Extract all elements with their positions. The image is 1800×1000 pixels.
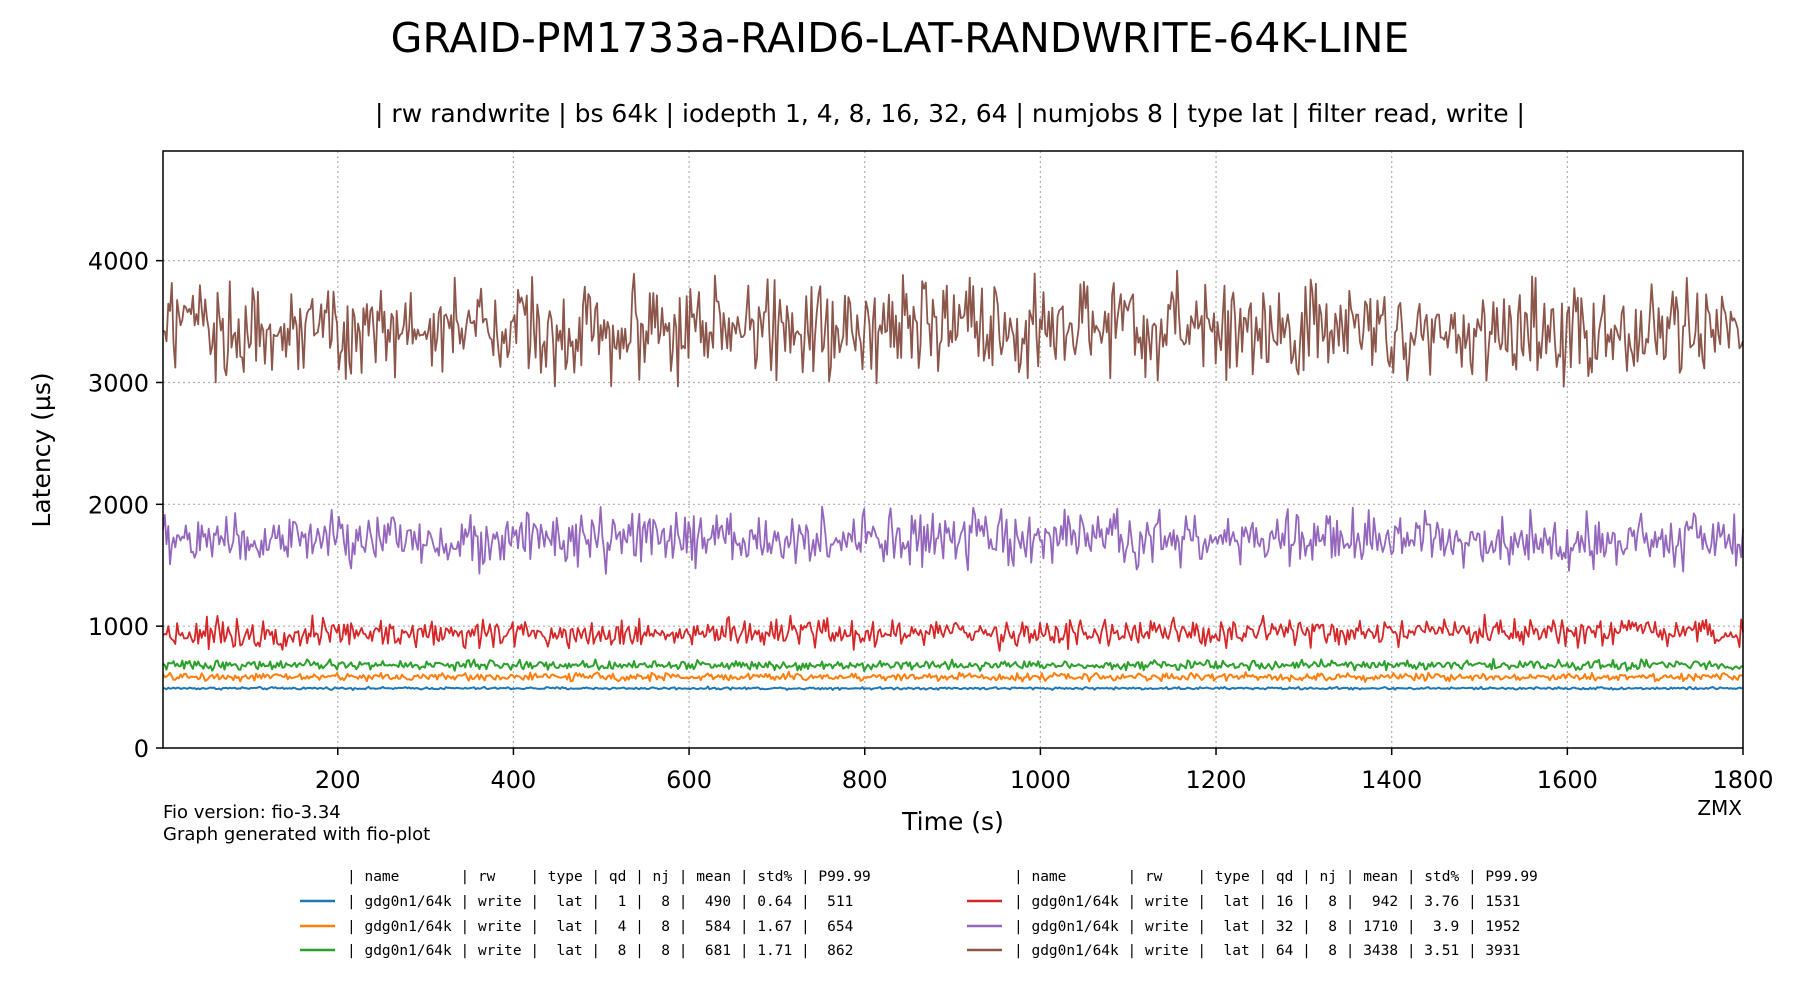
legend-row-qd16: | gdg0n1/64k | write | lat | 16 | 8 | 94… xyxy=(1014,894,1520,910)
y-tick-label: 2000 xyxy=(88,491,149,519)
legend-row-qd4: | gdg0n1/64k | write | lat | 4 | 8 | 584… xyxy=(347,919,854,935)
grid-lines xyxy=(163,151,1744,748)
x-tick-label: 400 xyxy=(491,766,537,794)
series-line-qd64 xyxy=(162,269,1744,388)
series-line-qd8 xyxy=(162,657,1744,672)
y-tick-label: 3000 xyxy=(88,369,149,397)
legend-row-qd1: | gdg0n1/64k | write | lat | 1 | 8 | 490… xyxy=(347,894,853,910)
chart-subtitle: | rw randwrite | bs 64k | iodepth 1, 4, … xyxy=(375,99,1525,128)
legend-header-right: | name | rw | type | qd | nj | mean | st… xyxy=(1014,869,1538,885)
x-axis-label: Time (s) xyxy=(901,807,1004,836)
axis-ticks: 200 400 600 800 1000 1200 1400 1600 1800 0 1000 200… xyxy=(88,248,1774,794)
y-axis-label: Latency (µs) xyxy=(27,372,56,527)
legend-header-left: | name | rw | type | qd | nj | mean | st… xyxy=(347,869,871,885)
y-tick-label: 1000 xyxy=(88,613,149,641)
x-tick-label: 1800 xyxy=(1712,766,1773,794)
chart-title: GRAID-PM1733a-RAID6-LAT-RANDWRITE-64K-LI… xyxy=(391,14,1410,62)
plot-frame xyxy=(162,150,1744,749)
x-tick-label: 600 xyxy=(666,766,712,794)
x-tick-label: 200 xyxy=(315,766,361,794)
legend-row-qd8: | gdg0n1/64k | write | lat | 8 | 8 | 681… xyxy=(347,943,853,959)
x-tick-label: 800 xyxy=(842,766,888,794)
series-lines xyxy=(162,269,1744,691)
legend: | name | rw | type | qd | nj | mean | st… xyxy=(300,869,1538,959)
legend-row-qd32: | gdg0n1/64k | write | lat | 32 | 8 | 17… xyxy=(1014,919,1520,935)
generator-note: Graph generated with fio-plot xyxy=(163,824,430,845)
y-tick-label: 0 xyxy=(134,735,149,763)
x-tick-label: 1400 xyxy=(1361,766,1422,794)
fio-version-note: Fio version: fio-3.34 xyxy=(163,802,341,823)
series-line-qd4 xyxy=(162,670,1744,683)
series-line-qd1 xyxy=(162,685,1744,691)
y-tick-label: 4000 xyxy=(88,248,149,276)
x-tick-label: 1200 xyxy=(1186,766,1247,794)
series-line-qd32 xyxy=(162,505,1744,575)
x-tick-label: 1000 xyxy=(1010,766,1071,794)
x-tick-label: 1600 xyxy=(1537,766,1598,794)
legend-row-qd64: | gdg0n1/64k | write | lat | 64 | 8 | 34… xyxy=(1014,943,1520,959)
series-line-qd16 xyxy=(162,613,1744,652)
corner-label: ZMX xyxy=(1697,796,1742,820)
